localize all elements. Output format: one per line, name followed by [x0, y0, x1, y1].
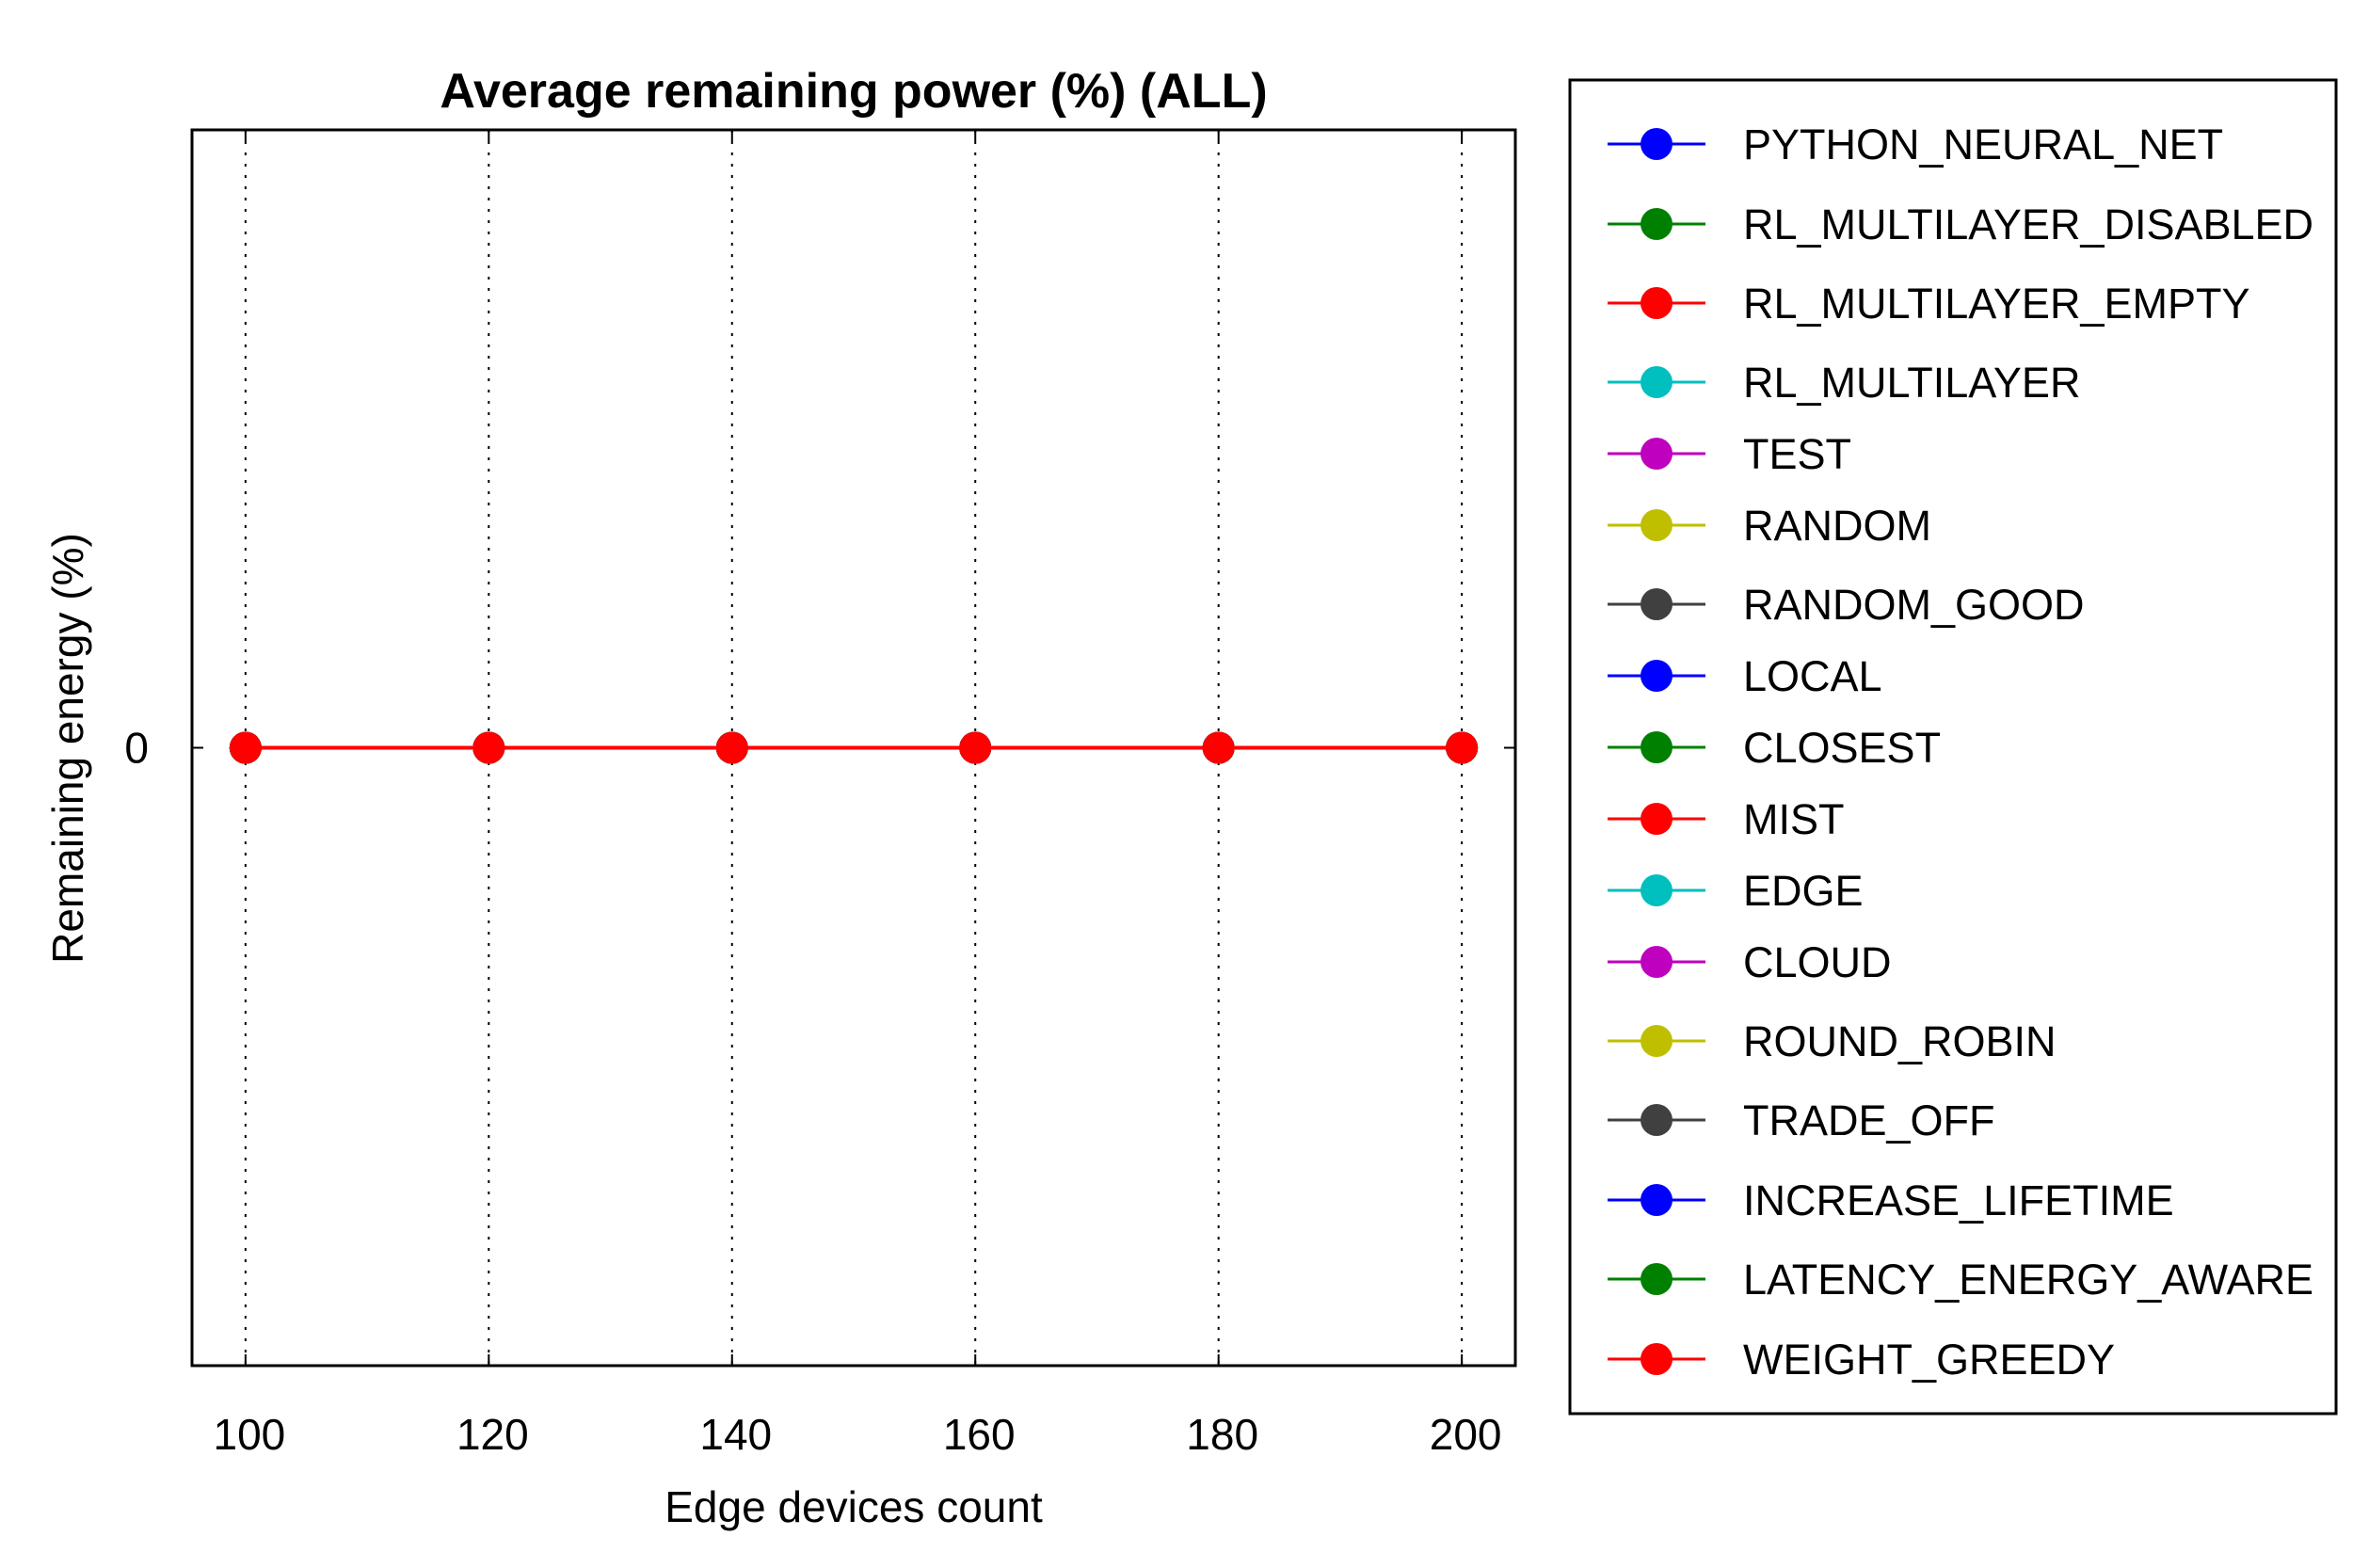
legend-label: TEST	[1743, 430, 1851, 478]
legend-marker	[1641, 287, 1673, 319]
series-layer	[229, 731, 1479, 764]
legend-item: RANDOM	[1608, 502, 1931, 550]
legend-label: TRADE_OFF	[1743, 1096, 1995, 1144]
legend-item: PYTHON_NEURAL_NET	[1608, 120, 2223, 168]
legend-marker	[1641, 588, 1673, 620]
data-point	[1202, 731, 1235, 764]
legend-item: EDGE	[1608, 867, 1864, 915]
legend-label: EDGE	[1743, 867, 1864, 915]
legend-label: PYTHON_NEURAL_NET	[1743, 120, 2223, 168]
legend-label: RANDOM	[1743, 502, 1931, 550]
legend-marker	[1641, 1263, 1673, 1295]
x-axis-label: Edge devices count	[664, 1482, 1043, 1531]
legend-marker	[1641, 731, 1673, 763]
legend-item: WEIGHT_GREEDY	[1608, 1336, 2115, 1384]
legend-label: RANDOM_GOOD	[1743, 581, 2085, 629]
legend-marker	[1641, 509, 1673, 541]
x-axis-ticks: 100 120 140 160 180 200	[213, 130, 1502, 1459]
legend-marker	[1641, 1025, 1673, 1057]
legend-item: LOCAL	[1608, 652, 1882, 700]
data-point	[959, 731, 992, 764]
x-tick-label: 200	[1430, 1410, 1502, 1459]
legend-marker	[1641, 946, 1673, 978]
legend-item: LATENCY_ENERGY_AWARE	[1608, 1256, 2313, 1304]
legend-marker	[1641, 366, 1673, 398]
legend-item: RANDOM_GOOD	[1608, 581, 2085, 629]
legend-marker	[1641, 1343, 1673, 1375]
grid-lines	[244, 130, 1464, 1366]
legend-marker	[1641, 874, 1673, 906]
legend-item: MIST	[1608, 795, 1845, 843]
legend-marker	[1641, 438, 1673, 470]
legend-item: RL_MULTILAYER	[1608, 359, 2080, 407]
legend-label: RL_MULTILAYER_DISABLED	[1743, 200, 2313, 248]
legend-item: CLOUD	[1608, 938, 1892, 986]
legend-label: MIST	[1743, 795, 1845, 843]
legend-marker	[1641, 208, 1673, 240]
legend-label: INCREASE_LIFETIME	[1743, 1176, 2174, 1224]
y-axis-label: Remaining energy (%)	[43, 533, 92, 964]
data-point	[472, 731, 505, 764]
legend-item: TEST	[1608, 430, 1851, 478]
legend-marker	[1641, 803, 1673, 835]
series-weight-greedy	[229, 731, 1479, 764]
legend-label: ROUND_ROBIN	[1743, 1017, 2057, 1065]
legend-item: INCREASE_LIFETIME	[1608, 1176, 2174, 1224]
legend-item: RL_MULTILAYER_DISABLED	[1608, 200, 2313, 248]
data-point	[1446, 731, 1479, 764]
legend-item: TRADE_OFF	[1608, 1096, 1995, 1144]
legend-label: CLOSEST	[1743, 724, 1941, 772]
legend: PYTHON_NEURAL_NET RL_MULTILAYER_DISABLED R…	[1568, 78, 2338, 1416]
legend-item: RL_MULTILAYER_EMPTY	[1608, 280, 2249, 328]
x-tick-label: 160	[943, 1410, 1016, 1459]
y-axis-ticks: 0	[124, 724, 1515, 773]
chart-title: Average remaining power (%) (ALL)	[440, 64, 1267, 119]
legend-item: ROUND_ROBIN	[1608, 1017, 2057, 1065]
data-point	[715, 731, 748, 764]
x-tick-label: 180	[1186, 1410, 1258, 1459]
legend-label: RL_MULTILAYER_EMPTY	[1743, 280, 2249, 328]
legend-marker	[1641, 128, 1673, 160]
x-tick-label: 120	[456, 1410, 529, 1459]
y-tick-label: 0	[124, 724, 149, 773]
legend-label: WEIGHT_GREEDY	[1743, 1336, 2115, 1384]
legend-label: RL_MULTILAYER	[1743, 359, 2080, 407]
legend-marker	[1641, 1104, 1673, 1136]
legend-marker	[1641, 660, 1673, 692]
legend-label: LOCAL	[1743, 652, 1882, 700]
x-tick-label: 100	[213, 1410, 285, 1459]
legend-item: CLOSEST	[1608, 724, 1941, 772]
legend-marker	[1641, 1184, 1673, 1216]
legend-label: CLOUD	[1743, 938, 1892, 986]
x-tick-label: 140	[699, 1410, 772, 1459]
legend-label: LATENCY_ENERGY_AWARE	[1743, 1256, 2313, 1304]
data-point	[229, 731, 262, 764]
